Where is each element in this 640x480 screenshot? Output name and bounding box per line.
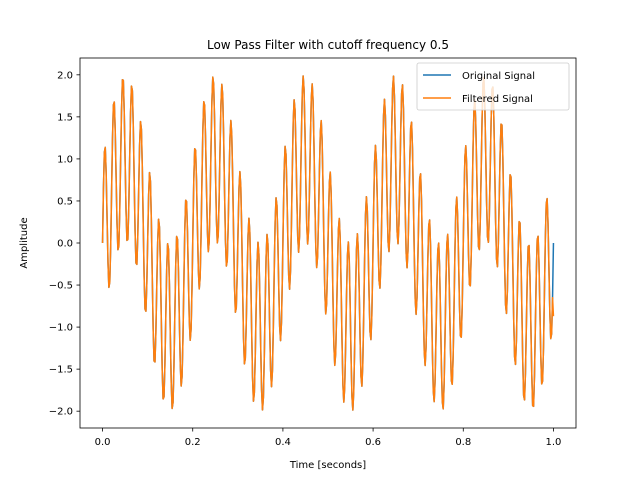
x-tick-label: 0.8 [455, 437, 471, 448]
series-line-filtered-signal [101, 75, 555, 411]
y-tick-label: 1.5 [57, 112, 73, 123]
x-tick-label: 1.0 [546, 437, 562, 448]
y-tick-label: 0.5 [57, 196, 73, 207]
x-axis-ticks: 0.0 0.2 0.4 0.6 0.8 1.0 [95, 428, 562, 448]
legend-label-original: Original Signal [462, 71, 535, 82]
x-tick-label: 0.2 [185, 437, 201, 448]
x-tick-label: 0.6 [365, 437, 381, 448]
legend-label-filtered: Filtered Signal [462, 94, 533, 105]
x-axis-label: Time [seconds] [289, 460, 366, 471]
legend-box [416, 62, 570, 111]
legend: Original Signal Filtered Signal [416, 62, 570, 111]
y-tick-label: −1.5 [49, 365, 73, 376]
y-axis-label: Amplitude [19, 217, 30, 268]
y-tick-label: −0.5 [49, 281, 73, 292]
x-tick-label: 0.4 [275, 437, 291, 448]
y-axis-ticks: −2.0 −1.5 −1.0 −0.5 0.0 0.5 1.0 1.5 2.0 [49, 70, 80, 418]
series-layer [101, 75, 555, 411]
y-tick-label: 2.0 [57, 70, 73, 81]
chart-title: Low Pass Filter with cutoff frequency 0.… [207, 38, 449, 52]
y-tick-label: −1.0 [49, 323, 73, 334]
x-tick-label: 0.0 [95, 437, 111, 448]
y-tick-label: 0.0 [57, 239, 73, 250]
y-tick-label: −2.0 [49, 407, 73, 418]
y-tick-label: 1.0 [57, 154, 73, 165]
